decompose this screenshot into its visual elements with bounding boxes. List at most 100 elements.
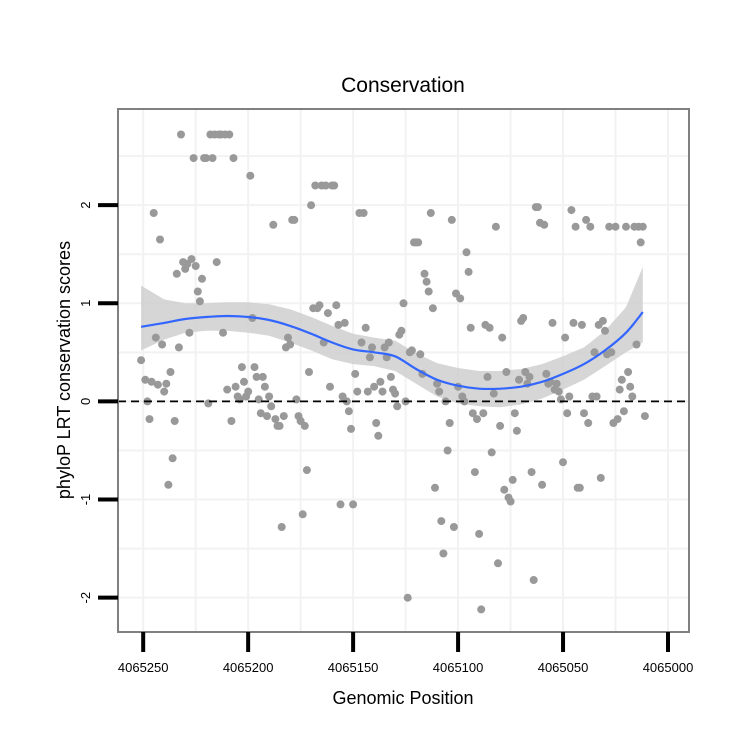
data-point: [229, 154, 238, 163]
data-point: [334, 320, 343, 329]
data-point: [519, 314, 528, 322]
data-point: [265, 392, 274, 401]
data-point: [435, 387, 444, 396]
data-point: [256, 409, 265, 418]
data-point: [353, 387, 362, 396]
data-point: [267, 402, 276, 411]
data-point: [613, 415, 622, 424]
y-axis: -2 -1 0 1 2: [78, 202, 118, 603]
data-point: [477, 605, 486, 614]
x-tick-label: 4065050: [538, 660, 589, 675]
data-point: [542, 369, 551, 378]
data-point: [225, 130, 234, 139]
data-point: [279, 412, 288, 421]
data-point: [575, 483, 584, 492]
data-point: [250, 363, 259, 372]
data-point: [153, 380, 162, 389]
data-point: [447, 215, 456, 224]
data-point: [172, 269, 181, 278]
data-point: [506, 497, 515, 506]
data-point: [487, 448, 496, 457]
data-point: [437, 517, 446, 526]
data-point: [640, 412, 649, 421]
data-point: [462, 248, 471, 257]
data-point: [386, 372, 395, 381]
data-point: [510, 409, 519, 418]
data-point: [622, 222, 630, 231]
x-axis: 4065250 4065200 4065150 4065100 4065050 40650…: [118, 632, 693, 675]
data-point: [284, 333, 292, 342]
data-point: [376, 377, 385, 386]
data-point: [407, 346, 416, 355]
y-tick-label: 2: [78, 202, 93, 209]
y-tick-label: -1: [78, 494, 93, 506]
confidence-band: [141, 267, 643, 408]
data-point: [563, 409, 572, 418]
data-point: [619, 407, 628, 416]
data-point: [277, 523, 286, 531]
data-point: [187, 255, 196, 264]
data-point: [263, 412, 271, 421]
data-point: [470, 468, 479, 477]
data-point: [426, 209, 435, 217]
data-point: [349, 500, 358, 509]
data-point: [170, 417, 179, 425]
data-point: [271, 415, 280, 424]
data-point: [636, 238, 645, 247]
data-point: [456, 294, 465, 303]
data-point: [559, 458, 567, 467]
data-point: [565, 392, 574, 401]
data-point: [149, 209, 158, 217]
data-point: [582, 215, 591, 224]
data-point: [307, 201, 316, 210]
data-point: [464, 267, 473, 276]
data-point: [500, 485, 509, 494]
data-point: [374, 431, 383, 440]
data-point: [347, 424, 355, 433]
data-point: [538, 480, 547, 489]
data-point: [237, 363, 246, 372]
data-point: [403, 593, 412, 602]
data-point: [586, 222, 595, 231]
data-point: [420, 269, 429, 278]
data-point: [449, 523, 458, 531]
data-point: [305, 368, 313, 376]
data-point: [202, 154, 211, 163]
data-point: [615, 385, 624, 394]
data-point: [195, 297, 204, 306]
data-point: [473, 415, 481, 424]
data-point: [428, 304, 437, 313]
data-point: [460, 397, 469, 406]
data-point: [632, 340, 641, 349]
data-point: [399, 299, 408, 308]
data-point: [624, 368, 633, 376]
chart-title: Conservation: [341, 74, 465, 97]
data-point: [571, 222, 580, 231]
data-point: [515, 375, 523, 384]
data-point: [258, 372, 267, 381]
data-point: [443, 446, 452, 455]
data-point: [223, 385, 232, 394]
data-point: [269, 220, 278, 229]
data-point: [212, 258, 221, 267]
data-point: [533, 203, 542, 212]
data-point: [300, 421, 309, 430]
data-point: [365, 353, 374, 362]
data-point: [330, 181, 339, 190]
data-point: [601, 326, 609, 335]
data-point: [540, 220, 549, 229]
data-point: [370, 382, 379, 391]
data-point: [246, 171, 255, 180]
smooth-line-layer: [140, 311, 644, 391]
data-point: [607, 348, 616, 357]
data-point: [189, 154, 198, 163]
data-point: [298, 510, 307, 519]
x-tick-label: 4065150: [328, 660, 379, 675]
data-point: [496, 421, 505, 430]
data-point: [145, 415, 154, 424]
data-point: [466, 323, 475, 332]
data-point: [491, 222, 500, 231]
data-point: [193, 287, 202, 296]
data-point: [494, 559, 502, 568]
